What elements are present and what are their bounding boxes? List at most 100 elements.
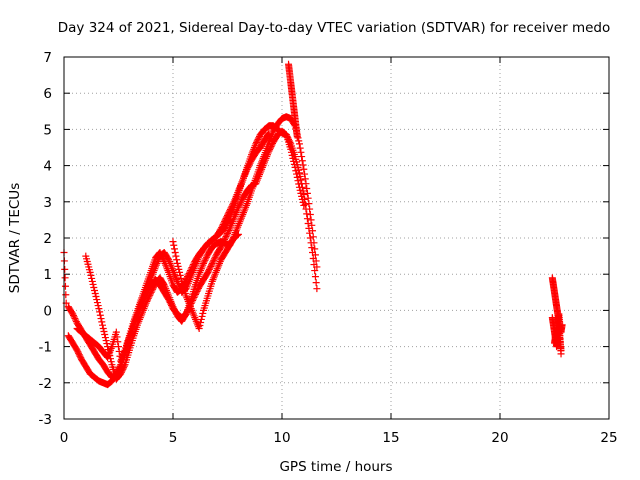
y-tick-label: 0 <box>43 303 52 319</box>
data-point <box>181 311 189 319</box>
data-point <box>228 202 236 210</box>
data-point <box>207 262 215 270</box>
data-point <box>293 173 301 181</box>
data-point <box>225 208 233 216</box>
data-point <box>94 302 102 310</box>
data-point <box>298 192 306 200</box>
data-point <box>119 365 127 373</box>
data-point <box>224 211 231 219</box>
data-point <box>69 312 77 320</box>
data-point <box>99 321 107 329</box>
data-point <box>171 307 179 315</box>
data-point <box>245 162 253 170</box>
data-point <box>264 130 272 138</box>
data-point <box>174 262 182 270</box>
data-point <box>160 280 168 288</box>
data-point <box>205 265 213 273</box>
data-point <box>61 282 69 290</box>
data-point <box>312 279 320 287</box>
data-point <box>307 216 315 224</box>
data-point <box>99 325 107 332</box>
data-point <box>302 180 310 188</box>
data-point <box>96 308 104 316</box>
data-point <box>223 231 231 239</box>
data-point <box>150 282 158 290</box>
series-arc-a <box>60 248 70 307</box>
data-point <box>313 263 321 271</box>
data-point <box>71 315 79 323</box>
data-point <box>287 145 295 153</box>
data-point <box>198 312 206 320</box>
data-point <box>107 358 115 366</box>
data-point <box>62 291 70 299</box>
data-point <box>300 201 308 209</box>
data-point <box>304 220 312 228</box>
data-point <box>295 180 303 188</box>
data-point <box>255 134 263 142</box>
data-point <box>86 268 94 276</box>
data-point <box>176 271 184 279</box>
data-point <box>91 286 99 294</box>
data-point <box>253 138 261 146</box>
data-point <box>170 304 178 312</box>
data-point <box>117 368 125 376</box>
series-arc-j <box>551 310 566 347</box>
data-point <box>90 283 98 291</box>
data-point <box>217 225 225 233</box>
data-point <box>557 346 565 354</box>
y-tick-label: 1 <box>43 267 52 283</box>
data-point <box>146 291 154 299</box>
data-point <box>144 294 152 302</box>
data-point <box>237 199 245 207</box>
data-point <box>227 204 235 212</box>
data-point <box>171 248 179 256</box>
data-point <box>304 194 312 202</box>
data-point <box>73 346 81 354</box>
data-point <box>209 258 217 266</box>
data-point <box>224 210 232 218</box>
data-point <box>206 264 214 272</box>
data-point <box>208 261 216 269</box>
data-point <box>172 309 180 317</box>
data-point <box>173 259 181 267</box>
data-point <box>210 255 218 263</box>
data-point <box>120 362 128 370</box>
data-point <box>204 268 212 276</box>
data-point <box>145 293 153 301</box>
grid-lines <box>64 57 609 419</box>
data-point <box>309 227 317 235</box>
data-point <box>201 256 209 264</box>
y-tick-label: -1 <box>39 340 52 356</box>
data-point <box>93 296 101 304</box>
data-point <box>170 245 178 253</box>
data-point <box>310 239 318 247</box>
data-point <box>89 280 97 288</box>
data-point <box>296 186 304 194</box>
data-point <box>149 284 157 292</box>
data-point <box>229 199 237 207</box>
data-point <box>308 221 316 229</box>
y-tick-label: 4 <box>43 159 52 175</box>
x-tick-label: 20 <box>491 430 508 446</box>
data-point <box>102 337 110 345</box>
data-point <box>311 267 319 275</box>
y-axis-label: SDTVAR / TECUs <box>7 183 23 293</box>
data-point <box>296 144 304 152</box>
data-point <box>297 189 305 197</box>
data-point <box>220 219 228 227</box>
data-point <box>100 328 108 336</box>
data-point <box>294 177 302 185</box>
data-point <box>311 245 319 253</box>
series-arc-f <box>169 230 242 332</box>
data-point <box>101 334 109 342</box>
data-point <box>92 293 100 301</box>
data-point <box>218 223 226 231</box>
data-point <box>113 333 121 341</box>
data-point <box>164 255 172 263</box>
data-point <box>289 154 297 162</box>
data-point <box>88 274 96 282</box>
data-point <box>309 233 317 241</box>
data-point <box>200 259 208 267</box>
data-point <box>253 137 261 145</box>
